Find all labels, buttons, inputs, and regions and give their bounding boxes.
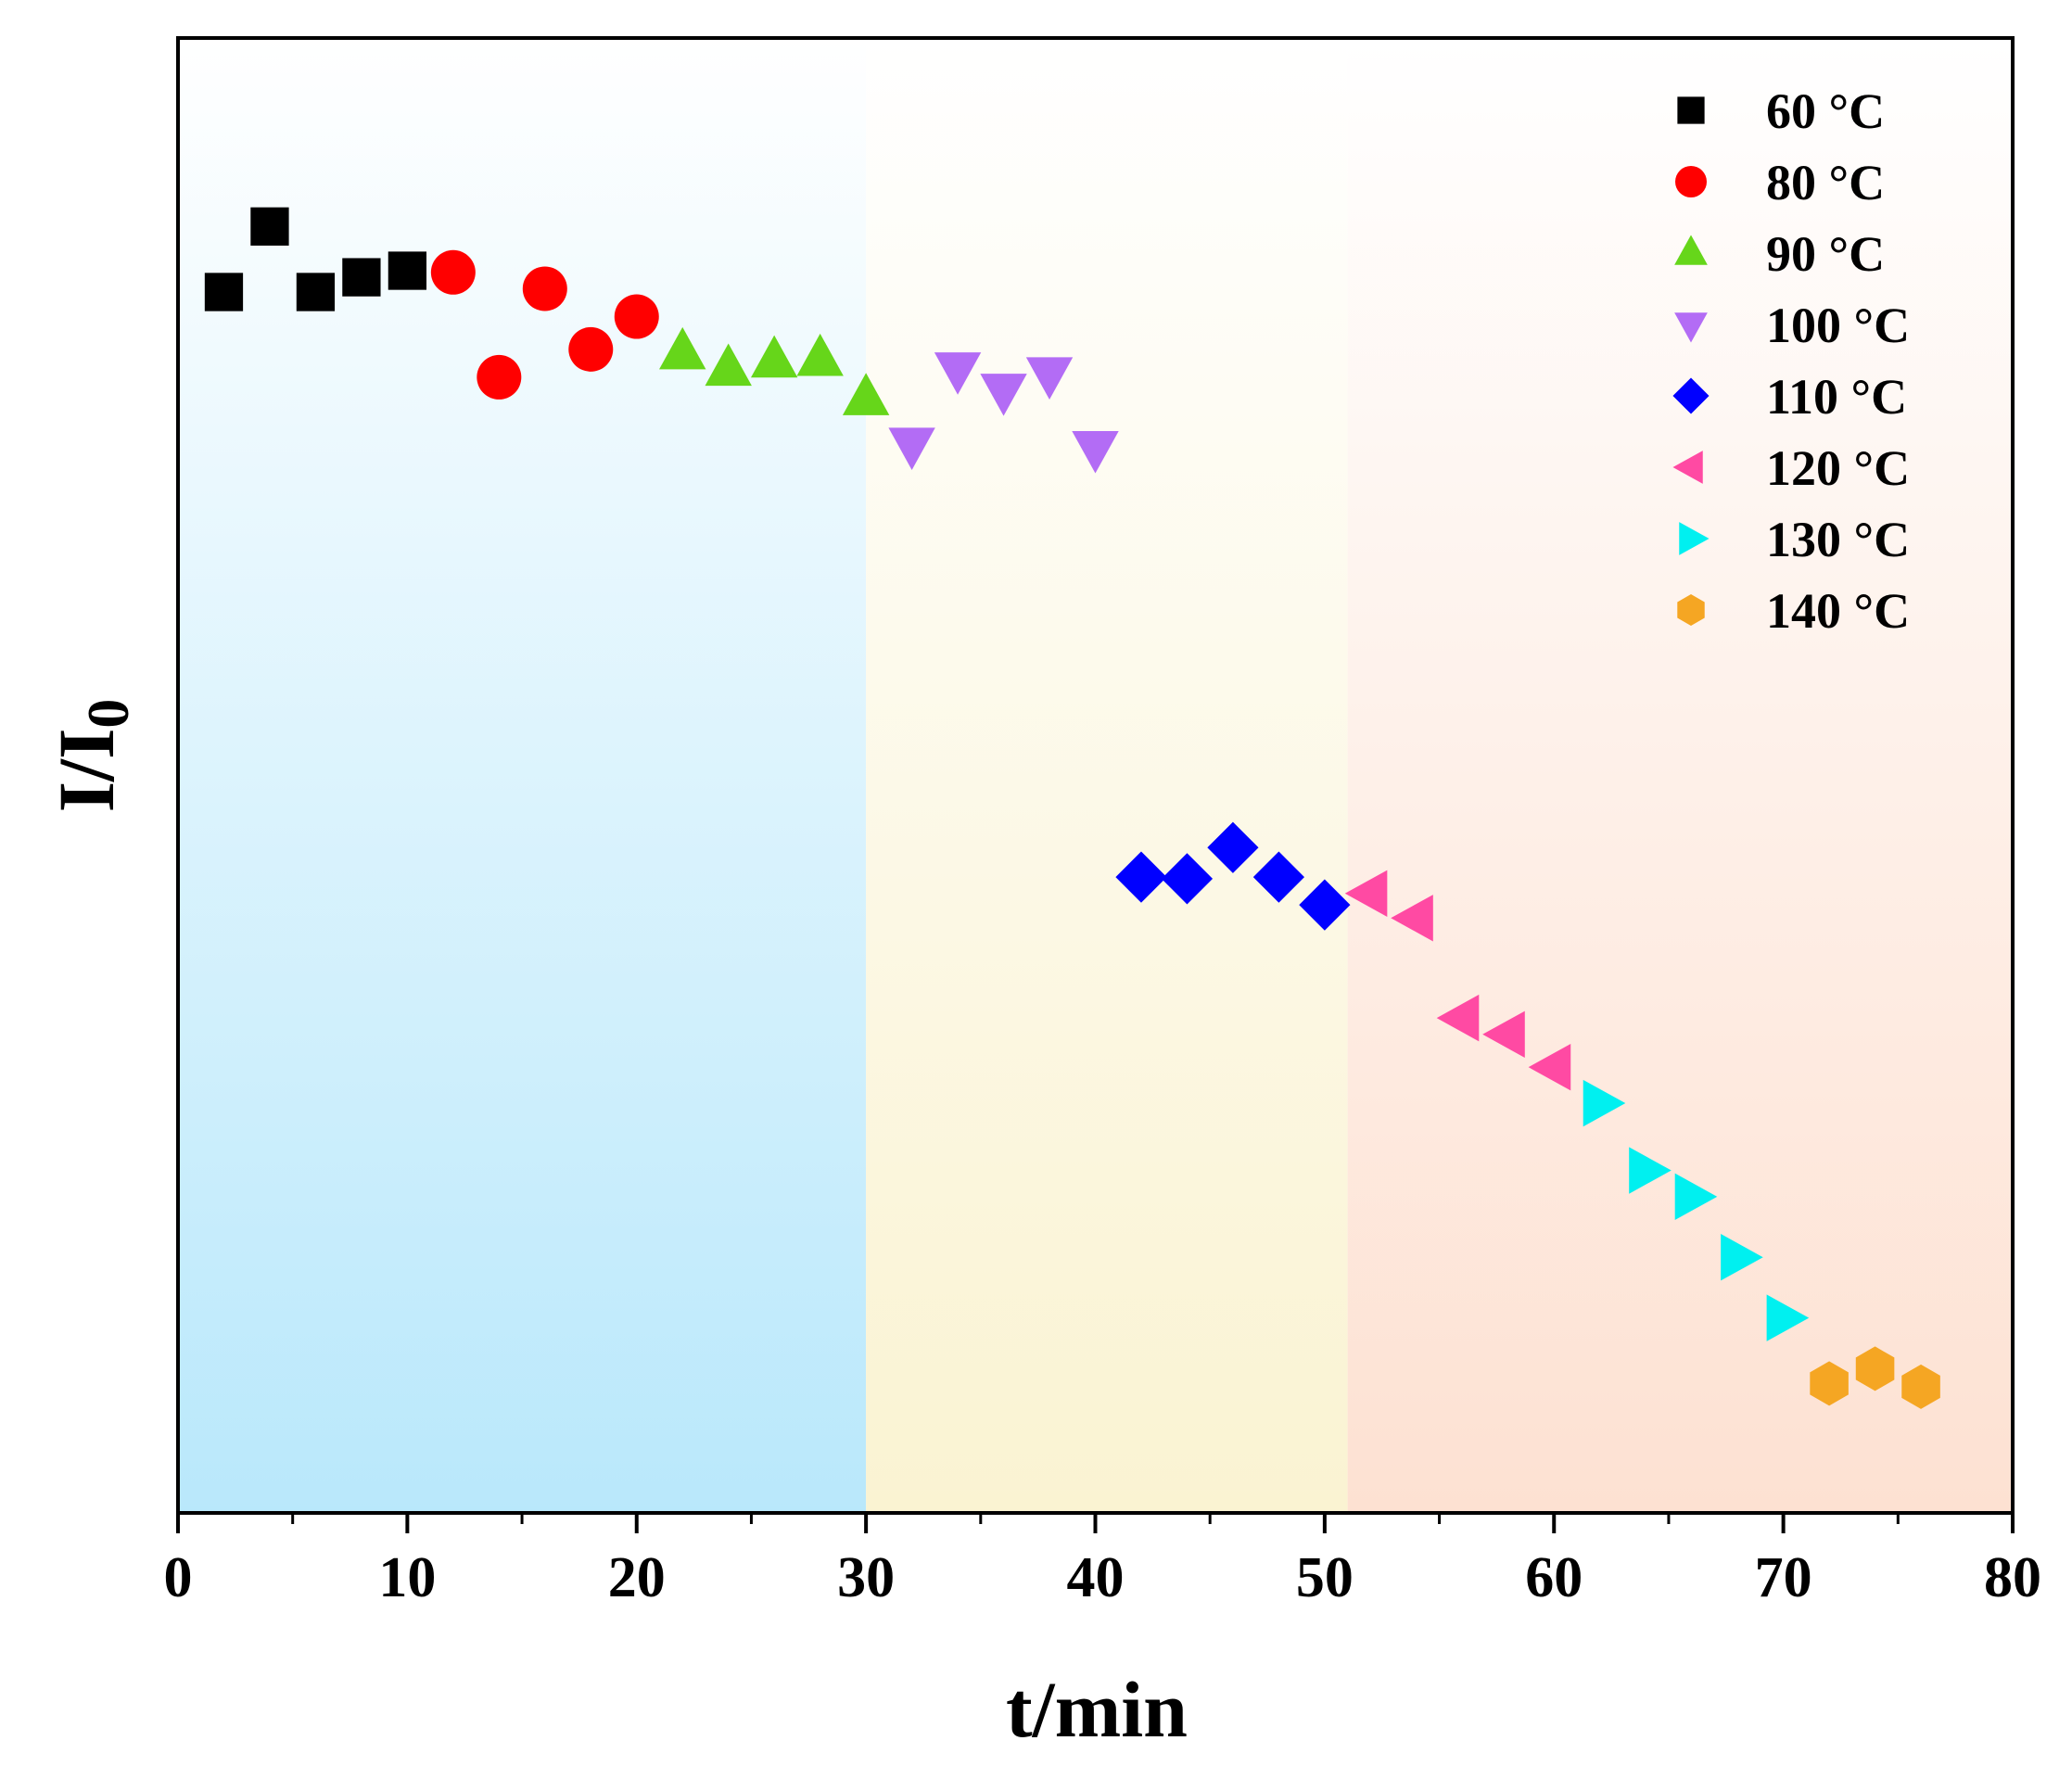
x-tick-label: 60 bbox=[1525, 1546, 1583, 1609]
data-point bbox=[796, 333, 844, 376]
legend-marker bbox=[1672, 377, 1710, 414]
legend-marker bbox=[1674, 235, 1708, 265]
data-point bbox=[1721, 1234, 1763, 1281]
data-point bbox=[522, 266, 567, 311]
x-tick-label: 30 bbox=[837, 1546, 895, 1609]
y-axis-title-main: I/I bbox=[42, 729, 131, 813]
x-tick-label: 70 bbox=[1755, 1546, 1812, 1609]
data-point bbox=[1528, 1043, 1571, 1091]
series-120c bbox=[1344, 870, 1571, 1091]
x-tick-label: 0 bbox=[164, 1546, 193, 1609]
x-tick-label: 80 bbox=[1984, 1546, 2041, 1609]
data-point bbox=[980, 374, 1027, 416]
y-axis-title: I/I0 bbox=[42, 699, 141, 813]
series-140c bbox=[1810, 1346, 1940, 1409]
data-point bbox=[430, 249, 476, 295]
data-point bbox=[477, 354, 522, 400]
data-point bbox=[1674, 1173, 1718, 1221]
x-axis-title: t/min bbox=[1006, 1665, 1188, 1754]
series-100c bbox=[888, 352, 1119, 474]
data-point bbox=[1436, 994, 1480, 1042]
legend-label: 60 °C bbox=[1766, 83, 1885, 139]
series-90c bbox=[659, 326, 890, 415]
legend-label: 80 °C bbox=[1766, 155, 1885, 210]
data-point bbox=[614, 294, 659, 339]
data-point bbox=[842, 373, 890, 415]
data-point bbox=[568, 326, 614, 372]
series-60c bbox=[204, 207, 427, 311]
legend-label: 110 °C bbox=[1766, 369, 1907, 425]
data-point bbox=[1810, 1361, 1849, 1406]
legend-marker bbox=[1677, 594, 1705, 626]
data-point bbox=[1583, 1079, 1626, 1127]
data-point bbox=[1482, 1010, 1525, 1059]
data-point bbox=[750, 335, 798, 378]
series-130c bbox=[1583, 1079, 1810, 1341]
legend-marker bbox=[1677, 96, 1705, 124]
x-tick-label: 20 bbox=[608, 1546, 666, 1609]
data-point bbox=[1299, 879, 1351, 931]
data-point bbox=[1252, 851, 1304, 903]
data-point bbox=[1629, 1147, 1672, 1194]
x-tick-label: 40 bbox=[1067, 1546, 1125, 1609]
data-point bbox=[204, 273, 244, 311]
legend-marker bbox=[1672, 451, 1703, 484]
legend: 60 °C 80 °C 90 °C 100 °C 110 °C 120 °C 130 °C 1… bbox=[1672, 83, 1910, 639]
legend-label: 140 °C bbox=[1766, 583, 1910, 639]
data-point bbox=[296, 273, 336, 311]
data-point bbox=[1344, 870, 1388, 917]
data-point bbox=[388, 251, 427, 290]
legend-label: 120 °C bbox=[1766, 440, 1910, 496]
y-axis-title-subscript: 0 bbox=[75, 699, 141, 729]
data-point bbox=[1025, 357, 1074, 400]
band-mid bbox=[866, 38, 1348, 1513]
data-point bbox=[1855, 1346, 1895, 1391]
band-low bbox=[178, 38, 867, 1513]
data-point bbox=[888, 427, 935, 471]
data-point bbox=[1161, 853, 1214, 905]
legend-label: 130 °C bbox=[1766, 512, 1910, 567]
x-tick-label: 50 bbox=[1296, 1546, 1354, 1609]
data-point bbox=[1901, 1364, 1940, 1409]
legend-label: 100 °C bbox=[1766, 298, 1910, 353]
data-point bbox=[659, 326, 706, 370]
x-axis-ticks: 0 10 20 30 40 50 60 70 80 bbox=[164, 1513, 2041, 1609]
series-80c bbox=[430, 249, 659, 400]
band-high bbox=[1347, 38, 2013, 1513]
data-point bbox=[1391, 895, 1433, 942]
x-tick-label: 10 bbox=[378, 1546, 436, 1609]
data-points bbox=[204, 207, 1940, 1409]
data-point bbox=[934, 352, 982, 395]
data-point bbox=[250, 207, 289, 246]
background-bands bbox=[178, 38, 2013, 1513]
legend-marker bbox=[1674, 312, 1708, 343]
legend-label: 90 °C bbox=[1766, 226, 1885, 282]
legend-marker bbox=[1679, 522, 1710, 555]
data-point bbox=[1115, 851, 1167, 903]
data-point bbox=[705, 343, 752, 387]
data-point bbox=[1766, 1294, 1810, 1341]
data-point bbox=[1072, 430, 1119, 474]
series-110c bbox=[1115, 821, 1351, 931]
data-point bbox=[1207, 821, 1259, 873]
legend-marker bbox=[1675, 166, 1707, 197]
data-point bbox=[342, 258, 381, 297]
